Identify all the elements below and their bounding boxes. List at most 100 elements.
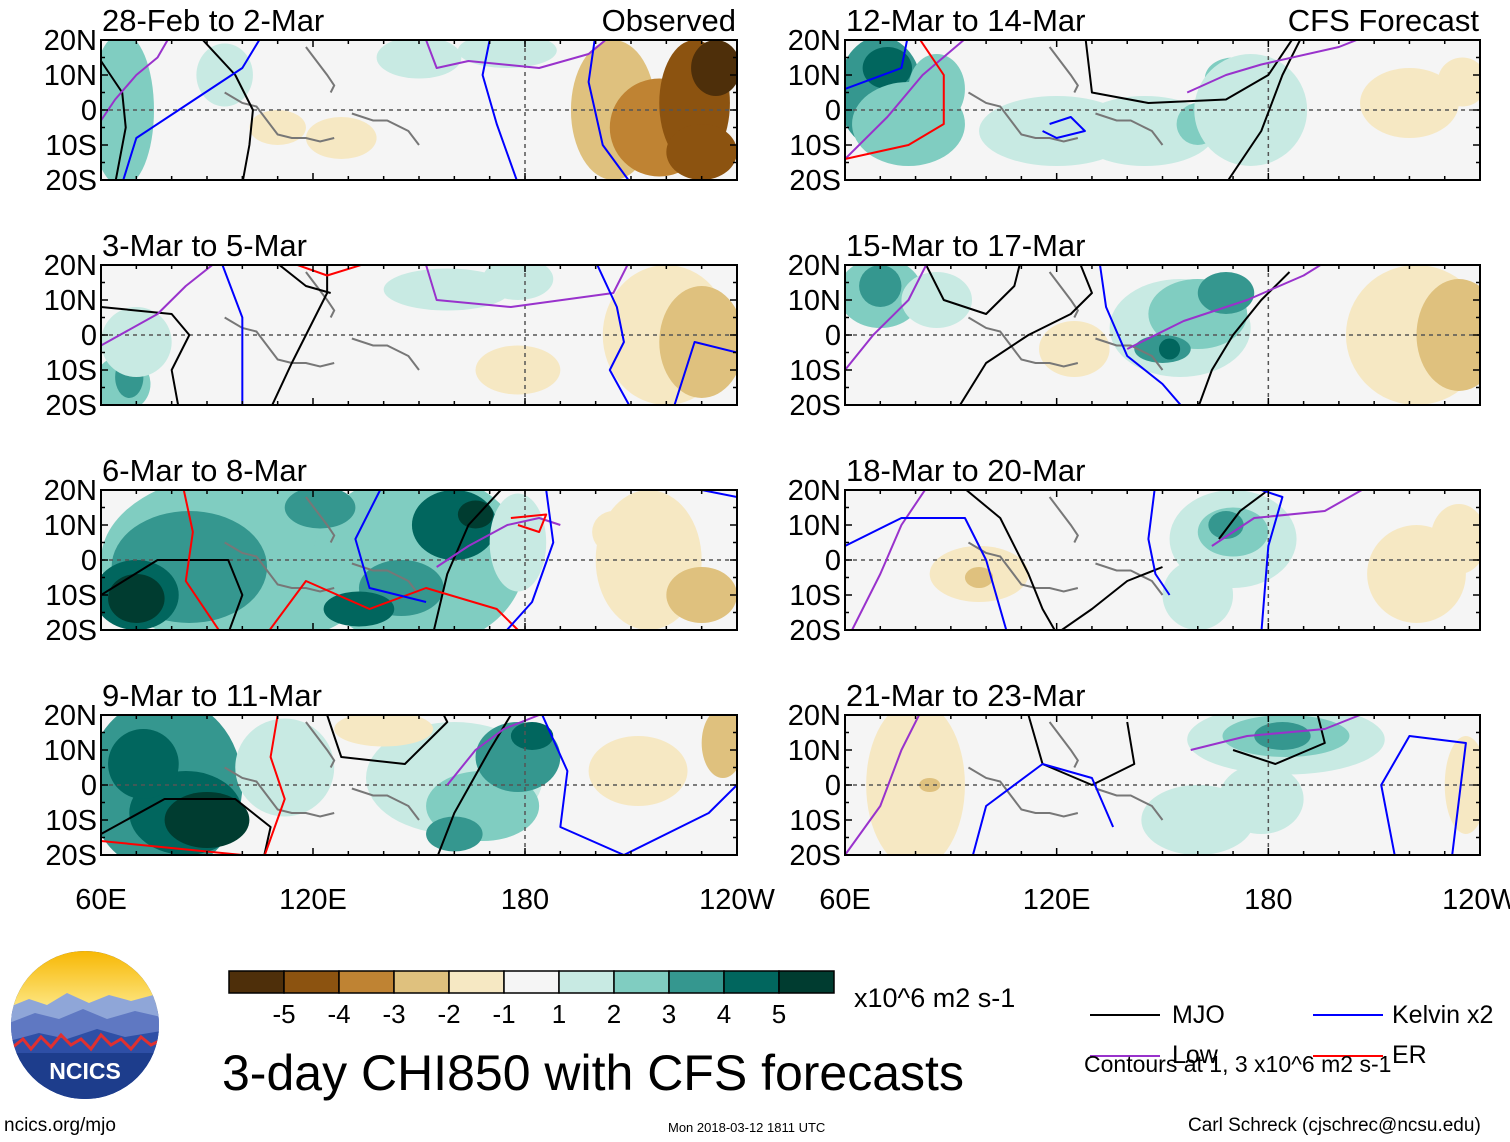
anomaly-shading-neg5 — [691, 40, 737, 96]
colorbar: -5 -4 -3 -2 -1 1 2 3 4 5 — [228, 970, 835, 1029]
colorbar-label: -4 — [327, 999, 350, 1029]
y-tick-label: 10N — [788, 60, 841, 92]
anomaly-shading-neg1 — [1430, 504, 1480, 574]
contour-low — [446, 715, 540, 786]
panel-plot-area — [845, 40, 1480, 180]
colorbar-label: 1 — [552, 999, 566, 1029]
x-tick-label: 180 — [501, 884, 549, 916]
y-tick-label: 0 — [81, 320, 97, 352]
colorbar-swatch — [448, 970, 505, 994]
legend-low-line — [1090, 1055, 1160, 1057]
contour-mjo — [925, 265, 1021, 315]
anomaly-shading-neg2 — [919, 778, 941, 792]
coastline — [305, 721, 336, 768]
anomaly-shading-pos1 — [101, 307, 172, 377]
y-tick-label: 10S — [45, 580, 97, 612]
y-tick-label: 0 — [81, 95, 97, 127]
legend-mjo-label: MJO — [1172, 1001, 1225, 1029]
y-tick-label: 10N — [44, 285, 97, 317]
contour-kelvin — [481, 40, 518, 180]
y-tick-label: 20N — [44, 700, 97, 732]
contour-mjo — [101, 798, 272, 855]
y-tick-label: 10S — [789, 580, 841, 612]
contour-low — [101, 40, 169, 122]
colorbar-swatch — [393, 970, 450, 994]
y-tick-label: 20S — [45, 840, 97, 872]
contour-low — [845, 265, 928, 371]
colorbar-label: 2 — [607, 999, 621, 1029]
colorbar-swatch — [283, 970, 340, 994]
contour-kelvin — [971, 763, 1115, 855]
panel-title: 15-Mar to 17-Mar — [846, 228, 1085, 263]
colorbar-swatch — [338, 970, 395, 994]
anomaly-shading-neg1 — [1437, 57, 1480, 107]
y-tick-label: 0 — [81, 545, 97, 577]
panel-plot-area — [101, 715, 737, 855]
coastline — [305, 496, 336, 543]
coastline — [1095, 337, 1164, 371]
y-tick-label: 0 — [825, 95, 841, 127]
contour-mjo — [101, 306, 191, 405]
y-tick-label: 10N — [788, 510, 841, 542]
contour-mjo — [271, 265, 329, 405]
colorbar-label: 5 — [772, 999, 786, 1029]
contour-kelvin — [701, 490, 737, 498]
y-tick-label: 20S — [45, 390, 97, 422]
y-tick-label: 20S — [45, 165, 97, 197]
contour-er — [182, 490, 220, 630]
contour-kelvin — [122, 40, 261, 180]
y-tick-label: 0 — [81, 770, 97, 802]
anomaly-shading-pos1 — [383, 268, 511, 311]
panel-plot-area — [845, 265, 1480, 405]
y-tick-label: 10S — [789, 355, 841, 387]
y-tick-label: 20S — [789, 840, 841, 872]
anomaly-shading-pos1 — [901, 272, 972, 328]
anomaly-shading-neg1 — [866, 715, 965, 855]
units-label: x10^6 m2 s-1 — [854, 983, 1016, 1013]
panel-title: 28-Feb to 2-Mar — [102, 3, 324, 38]
coastline — [1095, 787, 1164, 821]
panel-plot-area — [101, 265, 737, 405]
ncics-logo: NCICS — [11, 951, 159, 1099]
contour-mjo — [432, 490, 503, 630]
anomaly-shading-neg1 — [305, 117, 377, 159]
y-tick-label: 20S — [789, 615, 841, 647]
contour-mjo — [1232, 715, 1326, 765]
panel-title: 21-Mar to 23-Mar — [846, 678, 1085, 713]
coastline — [224, 766, 335, 818]
contour-mjo — [201, 40, 254, 180]
legend-er-line — [1313, 1055, 1383, 1057]
anomaly-shading-pos1 — [235, 718, 335, 817]
y-tick-label: 10N — [788, 735, 841, 767]
y-tick-label: 10S — [789, 805, 841, 837]
contour-mjo — [1027, 715, 1136, 786]
contour-kelvin — [845, 40, 909, 90]
anomaly-shading-neg1 — [588, 736, 688, 806]
colorbar-swatch — [558, 970, 615, 994]
colorbar-swatch — [723, 970, 780, 994]
contour-low — [1186, 40, 1360, 94]
contour-kelvin — [541, 715, 737, 855]
contour-low — [1126, 265, 1323, 350]
main-title: 3-day CHI850 with CFS forecasts — [222, 1045, 964, 1101]
anomaly-shading-neg2 — [666, 567, 737, 623]
coastline — [305, 46, 336, 93]
anomaly-shading-pos3 — [859, 265, 902, 307]
contour-kelvin — [1098, 265, 1182, 405]
anomaly-shading-pos1 — [489, 493, 547, 592]
y-tick-label: 10S — [45, 130, 97, 162]
anomaly-shading-pos1 — [1194, 54, 1308, 166]
y-tick-label: 0 — [825, 320, 841, 352]
contour-kelvin — [845, 517, 1008, 630]
contour-mjo — [958, 265, 1093, 405]
panel-title: 6-Mar to 8-Mar — [102, 453, 307, 488]
site-url: ncics.org/mjo — [4, 1115, 116, 1136]
coastline — [351, 787, 420, 821]
contour-low — [436, 517, 561, 568]
contour-low — [101, 265, 214, 347]
